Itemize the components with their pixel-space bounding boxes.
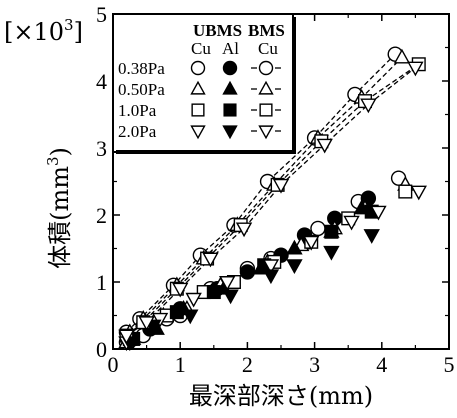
axis-ticks: 0 1 2 3 4 5 0 1 2 3 4 5 xyxy=(96,2,455,377)
data-point xyxy=(118,329,135,345)
fit-lines xyxy=(125,53,420,337)
data-point xyxy=(235,222,253,238)
data-point xyxy=(272,178,290,194)
data-point xyxy=(202,252,219,268)
legend-shadow-bottom xyxy=(116,150,296,154)
data-point xyxy=(262,269,280,285)
x-tick-label: 0 xyxy=(108,352,119,377)
y-axis-label: 体積(mm3) xyxy=(44,147,74,269)
y-tick-label: 3 xyxy=(96,136,107,161)
data-point xyxy=(239,264,256,280)
y-tick-label: 2 xyxy=(96,203,107,228)
legend-marker-bms-cu xyxy=(258,80,274,95)
data-point xyxy=(172,282,189,298)
x-tick-label: 5 xyxy=(444,352,455,377)
legend-marker-bms-cu xyxy=(258,60,274,76)
legend-pressure-label: 0.38Pa xyxy=(118,59,165,78)
legend-marker-ubms-al xyxy=(222,80,238,95)
legend-pressure-label: 1.0Pa xyxy=(118,101,157,120)
x-tick-label: 1 xyxy=(175,352,186,377)
y-tick-label: 0 xyxy=(96,337,107,362)
data-point xyxy=(206,285,221,300)
data-point xyxy=(138,316,155,331)
legend-pressure-label: 2.0Pa xyxy=(118,122,157,141)
legend-shadow-right xyxy=(292,17,296,154)
legend-marker-ubms-cu xyxy=(190,125,206,140)
legend: UBMS BMS Cu Al Cu 0.38Pa 0.50Pa 1.0Pa 2.0Pa xyxy=(112,13,296,154)
data-point xyxy=(185,292,202,308)
y-tick-label: 1 xyxy=(96,270,107,295)
data-point xyxy=(407,61,424,77)
series-line xyxy=(129,57,403,333)
data-point xyxy=(303,235,320,251)
x-axis-label: 最深部深さ(mm) xyxy=(189,382,373,410)
legend-header-ubms: UBMS xyxy=(193,21,242,40)
y-multiplier: [×103] xyxy=(4,16,83,46)
data-point xyxy=(360,98,377,114)
y-tick-label: 4 xyxy=(96,69,107,94)
legend-rows: 0.38Pa 0.50Pa 1.0Pa 2.0Pa xyxy=(118,59,281,141)
data-point xyxy=(262,259,280,275)
data-point xyxy=(324,224,339,239)
data-markers xyxy=(118,46,427,352)
x-tick-label: 3 xyxy=(309,352,320,377)
legend-pressure-label: 0.50Pa xyxy=(118,80,165,99)
data-point xyxy=(410,185,427,201)
data-point xyxy=(286,239,303,255)
legend-marker-ubms-cu xyxy=(191,103,205,117)
legend-sub-cu2: Cu xyxy=(258,39,278,58)
legend-sub-cu: Cu xyxy=(191,39,211,58)
data-point xyxy=(316,138,333,154)
data-point xyxy=(363,229,380,244)
legend-marker-ubms-cu xyxy=(190,80,206,95)
data-point xyxy=(343,215,360,231)
legend-marker-bms-cu xyxy=(259,103,273,117)
x-tick-label: 4 xyxy=(376,352,387,377)
data-point xyxy=(182,309,199,325)
legend-marker-ubms-al xyxy=(223,103,237,117)
series-line xyxy=(126,67,416,337)
data-point xyxy=(286,259,303,275)
series-line xyxy=(126,63,420,337)
data-point xyxy=(370,205,387,221)
data-point xyxy=(169,305,184,320)
series-line xyxy=(125,53,396,333)
data-point xyxy=(219,276,236,291)
legend-marker-ubms-al xyxy=(222,125,238,140)
y-tick-label: 5 xyxy=(96,2,107,27)
data-point xyxy=(222,289,239,305)
data-point xyxy=(323,245,340,261)
data-point xyxy=(310,220,326,237)
legend-header-bms: BMS xyxy=(248,21,285,40)
legend-marker-bms-cu xyxy=(258,125,274,140)
data-point xyxy=(393,48,411,64)
legend-sub-al: Al xyxy=(222,39,239,58)
legend-marker-ubms-al xyxy=(222,60,238,76)
x-tick-label: 2 xyxy=(242,352,253,377)
legend-marker-ubms-cu xyxy=(190,60,206,76)
data-point xyxy=(398,184,413,199)
